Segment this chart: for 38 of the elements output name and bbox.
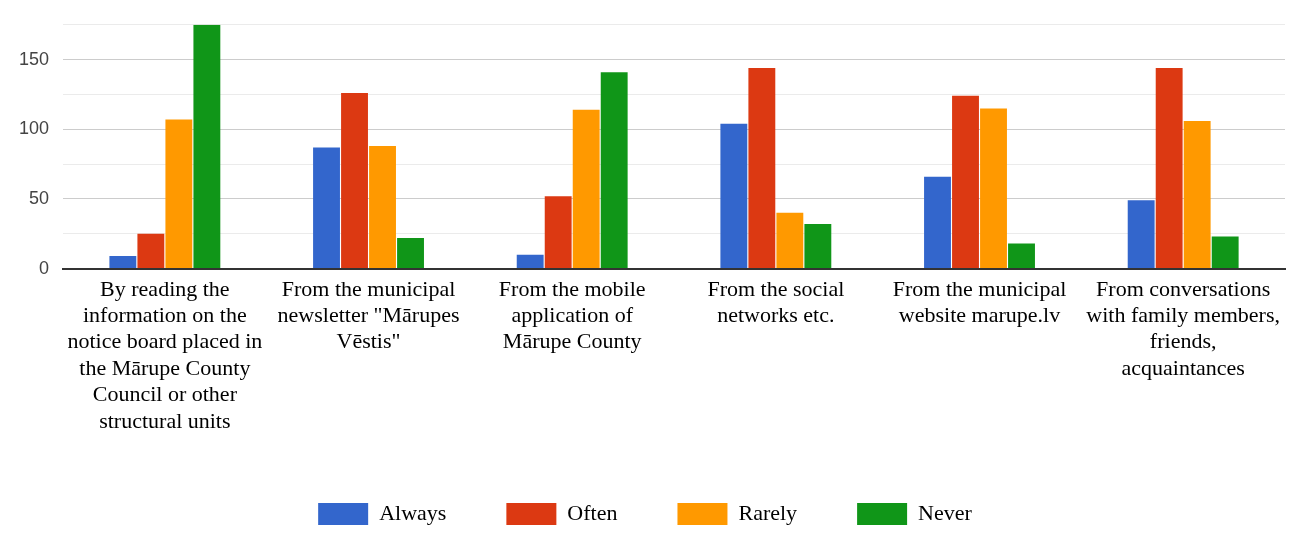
bar [165,119,193,269]
bar [137,233,165,269]
bar [341,93,368,269]
x-tick-label: By reading the information on the notice board placed in the Mārupe County Council or other structural units [67,275,263,433]
bar [748,67,776,269]
bar [804,224,832,269]
bar [544,196,572,269]
bar [313,147,340,269]
legend-label: Rarely [738,499,798,525]
x-tick-label: From conversations with family members, friends, acquaintances [1086,275,1281,380]
bar [1211,236,1239,269]
legend-label: Always [379,499,447,525]
bar [1183,120,1211,269]
bar [516,254,544,269]
legend-label: Never [918,499,973,525]
bar [1008,243,1035,269]
bar [572,109,600,269]
bar [924,176,951,269]
bar [952,95,979,269]
bar [776,212,804,269]
x-tick-label: From the municipal website marupe.lv [892,275,1067,327]
bar [600,72,628,269]
x-tick-label: From the municipal newsletter "Mārupes Vēstis" [277,275,460,354]
bar [1127,200,1155,269]
bar [369,146,396,269]
legend-label: Often [567,499,618,525]
bar [980,108,1007,269]
y-tick-label: 100 [18,118,50,139]
bar [109,256,137,269]
y-tick-label: 150 [18,48,50,69]
bar [1155,67,1183,269]
x-tick-label: From the mobile application of Mārupe County [498,275,646,354]
y-tick-label: 50 [29,187,50,208]
bar [193,24,221,269]
bar [397,237,424,269]
x-tick-label: From the social networks etc. [707,275,845,327]
y-tick-label: 0 [39,257,50,278]
bar [720,123,748,269]
